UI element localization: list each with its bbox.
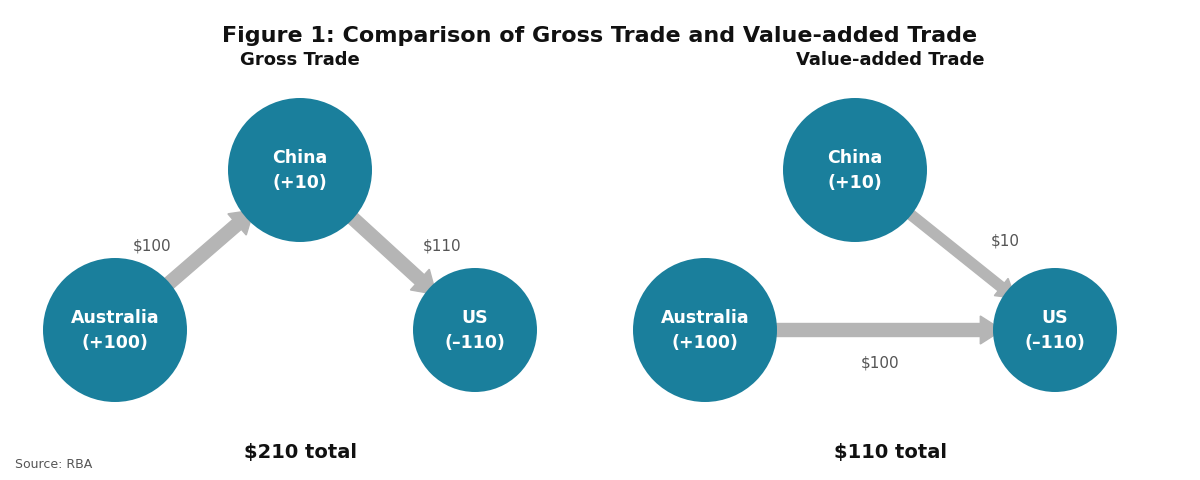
Text: Australia
(+100): Australia (+100) xyxy=(661,309,749,352)
FancyArrow shape xyxy=(341,207,436,295)
Text: Australia
(+100): Australia (+100) xyxy=(71,309,160,352)
Ellipse shape xyxy=(994,268,1117,392)
FancyArrow shape xyxy=(898,204,1015,299)
Text: US
(–110): US (–110) xyxy=(1025,309,1086,352)
Text: $100: $100 xyxy=(133,238,172,253)
Text: $10: $10 xyxy=(990,233,1020,248)
Text: Gross Trade: Gross Trade xyxy=(240,51,360,69)
Text: $110: $110 xyxy=(424,238,462,253)
Text: Source: RBA: Source: RBA xyxy=(16,457,92,470)
Ellipse shape xyxy=(634,258,778,402)
Text: $210 total: $210 total xyxy=(244,443,356,462)
Text: Value-added Trade: Value-added Trade xyxy=(796,51,984,69)
Text: China
(+10): China (+10) xyxy=(827,149,883,192)
Text: $100: $100 xyxy=(860,355,899,370)
Ellipse shape xyxy=(784,99,928,242)
Text: US
(–110): US (–110) xyxy=(444,309,505,352)
Text: $110 total: $110 total xyxy=(834,443,947,462)
FancyArrow shape xyxy=(157,211,253,295)
Ellipse shape xyxy=(413,268,538,392)
Ellipse shape xyxy=(228,99,372,242)
Text: China
(+10): China (+10) xyxy=(272,149,328,192)
Ellipse shape xyxy=(43,258,187,402)
FancyArrow shape xyxy=(767,316,1002,344)
Text: Figure 1: Comparison of Gross Trade and Value-added Trade: Figure 1: Comparison of Gross Trade and … xyxy=(222,26,978,46)
